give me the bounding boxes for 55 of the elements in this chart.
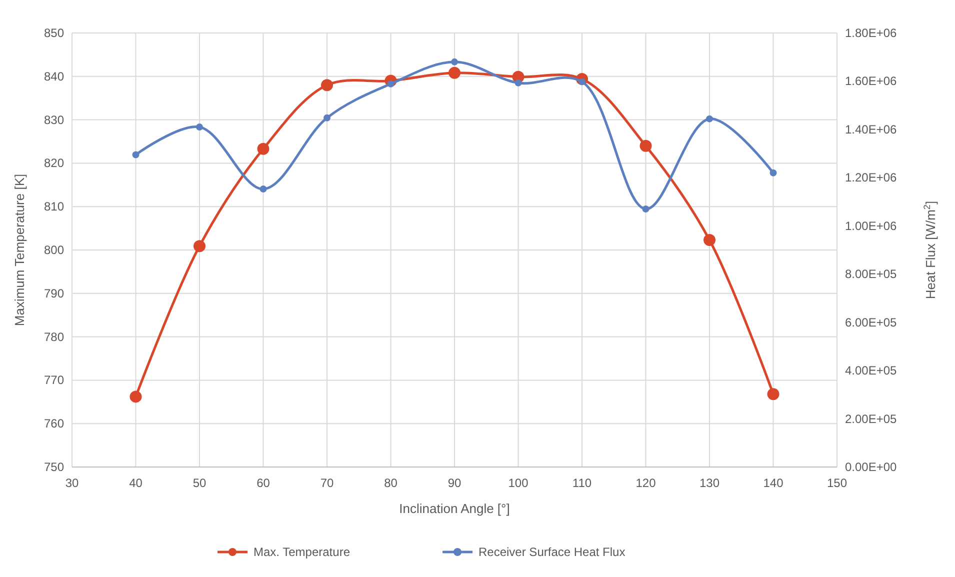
y2-tick-label: 1.20E+06 xyxy=(845,170,898,185)
point xyxy=(448,66,460,79)
point xyxy=(324,114,330,122)
y-tick-label: 800 xyxy=(44,243,64,257)
y2-tick-label: 1.40E+06 xyxy=(845,122,898,136)
x-tick-label: 140 xyxy=(763,476,784,490)
y-tick-label: 810 xyxy=(44,200,64,214)
point xyxy=(260,186,267,192)
point xyxy=(451,58,458,66)
y-axis-title: Maximum Temperature [K] xyxy=(12,174,27,326)
x-tick-label: 80 xyxy=(384,476,398,490)
point xyxy=(767,388,780,400)
point xyxy=(514,79,522,86)
y2-tick-label: 4.00E+05 xyxy=(845,364,898,378)
point xyxy=(770,169,777,176)
y2-tick-label: 0.00E+00 xyxy=(845,460,898,474)
y-tick-label: 840 xyxy=(44,69,64,84)
point xyxy=(196,124,203,131)
x-tick-label: 150 xyxy=(826,476,848,490)
point xyxy=(640,140,652,152)
y-tick-label: 770 xyxy=(44,373,64,388)
legend-label: Receiver Surface Heat Flux xyxy=(478,545,626,559)
y-tick-label: 780 xyxy=(44,330,64,344)
x-tick-label: 90 xyxy=(448,476,462,490)
x-tick-label: 120 xyxy=(636,476,656,490)
y2-tick-label: 8.00E+05 xyxy=(845,267,898,282)
x-tick-label: 100 xyxy=(508,476,529,490)
y2-tick-label: 2.00E+05 xyxy=(845,412,898,426)
y-tick-label: 830 xyxy=(44,112,64,127)
point xyxy=(257,142,270,155)
point xyxy=(194,240,206,252)
y-tick-label: 790 xyxy=(44,286,64,300)
x-tick-label: 110 xyxy=(572,476,592,490)
x-tick-label: 30 xyxy=(65,476,79,490)
y2-tick-label: 1.60E+06 xyxy=(845,74,898,88)
point xyxy=(704,234,716,246)
point xyxy=(642,206,650,213)
point xyxy=(706,115,713,122)
point xyxy=(130,390,142,403)
y2-tick-label: 1.80E+06 xyxy=(845,26,898,40)
y-tick-label: 760 xyxy=(44,416,64,431)
x-tick-label: 60 xyxy=(256,476,270,490)
y-tick-label: 750 xyxy=(44,460,64,474)
point xyxy=(132,151,140,158)
y-tick-label: 820 xyxy=(44,156,64,170)
x-tick-label: 50 xyxy=(192,476,206,490)
point xyxy=(321,79,333,92)
legend-label: Max. Temperature xyxy=(254,545,350,559)
x-tick-label: 130 xyxy=(699,476,720,490)
y2-tick-label: 1.00E+06 xyxy=(845,218,898,233)
x-axis-title: Inclination Angle [°] xyxy=(399,501,510,516)
y2-tick-label: 6.00E+05 xyxy=(845,315,898,330)
y-tick-label: 850 xyxy=(44,26,64,40)
x-tick-label: 70 xyxy=(320,476,334,490)
x-tick-label: 40 xyxy=(129,476,143,490)
